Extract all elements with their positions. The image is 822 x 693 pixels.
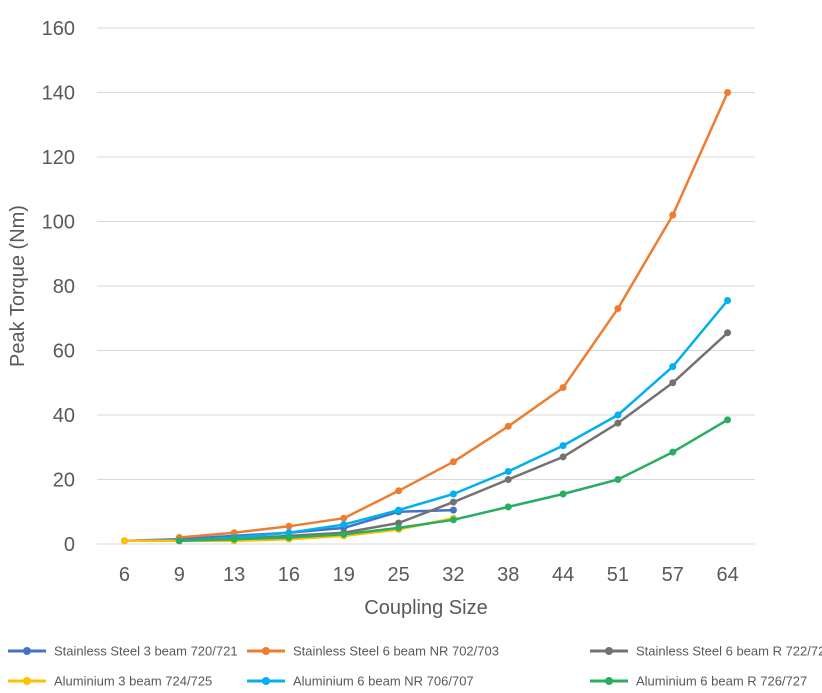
- x-tick-label: 44: [552, 564, 574, 586]
- data-point: [395, 524, 403, 532]
- data-point: [449, 506, 457, 514]
- x-tick-label: 16: [278, 564, 300, 586]
- y-tick-label: 100: [42, 212, 75, 234]
- data-point: [449, 498, 457, 506]
- legend-swatch-marker: [23, 647, 31, 655]
- y-tick-label: 0: [64, 534, 75, 556]
- series-lines: [120, 89, 732, 545]
- y-tick-label: 160: [42, 18, 75, 40]
- legend-swatch-marker: [23, 677, 31, 685]
- x-tick-label: 38: [497, 564, 519, 586]
- legend-item: Stainless Steel 3 beam 720/721: [8, 644, 238, 659]
- legend-item: Stainless Steel 6 beam NR 702/703: [247, 644, 499, 659]
- legend-swatch-marker: [605, 647, 613, 655]
- data-point: [230, 535, 238, 543]
- data-point: [504, 422, 512, 430]
- legend-swatch-marker: [262, 677, 270, 685]
- data-point: [285, 522, 293, 530]
- data-point: [669, 363, 677, 371]
- y-tick-label: 120: [42, 147, 75, 169]
- data-point: [669, 448, 677, 456]
- x-tick-label: 19: [333, 564, 355, 586]
- legend-label: Stainless Steel 6 beam R 722/723: [636, 644, 822, 659]
- data-point: [614, 419, 622, 427]
- legend: Stainless Steel 3 beam 720/721 Stainless …: [8, 644, 822, 689]
- data-point: [559, 442, 567, 450]
- data-point: [724, 297, 732, 305]
- data-point: [504, 476, 512, 483]
- legend-label: Aluminium 6 beam R 726/727: [636, 674, 807, 689]
- data-point: [504, 503, 512, 511]
- x-tick-label: 9: [174, 564, 185, 586]
- data-point: [559, 490, 567, 498]
- data-point: [724, 416, 732, 424]
- data-point: [504, 467, 512, 475]
- data-point: [614, 305, 622, 313]
- x-axis-title: Coupling Size: [364, 597, 487, 619]
- x-tick-label: 25: [387, 564, 409, 586]
- data-point: [449, 490, 457, 498]
- data-point: [175, 537, 183, 545]
- data-point: [449, 516, 457, 524]
- legend-label: Aluminium 3 beam 724/725: [54, 674, 212, 689]
- x-tick-label: 64: [716, 564, 738, 586]
- series-6: [175, 416, 732, 545]
- data-point: [669, 211, 677, 219]
- data-point: [614, 411, 622, 419]
- y-tick-label: 20: [53, 470, 75, 492]
- legend-item: Aluminium 3 beam 724/725: [8, 674, 212, 689]
- data-point: [559, 453, 567, 461]
- data-point: [724, 329, 732, 337]
- legend-item: Aluminium 6 beam R 726/727: [590, 674, 807, 689]
- data-point: [285, 529, 293, 537]
- y-tick-label: 140: [42, 83, 75, 105]
- legend-swatch-marker: [605, 677, 613, 685]
- data-point: [340, 514, 348, 522]
- legend-item: Aluminium 6 beam NR 706/707: [247, 674, 474, 689]
- x-tick-label: 32: [442, 564, 464, 586]
- data-point: [285, 534, 293, 542]
- x-axis-ticks: 6 9 13 16 19 25 32 38 44 51 57 64: [119, 564, 739, 586]
- gridlines: [97, 27, 755, 545]
- x-tick-label: 13: [223, 564, 245, 586]
- x-tick-label: 6: [119, 564, 130, 586]
- data-point: [395, 506, 403, 514]
- data-point: [724, 89, 732, 96]
- data-point: [669, 379, 677, 387]
- y-axis-title: Peak Torque (Nm): [7, 205, 29, 367]
- data-point: [340, 530, 348, 538]
- data-point: [614, 476, 622, 483]
- legend-item: Stainless Steel 6 beam R 722/723: [590, 644, 822, 659]
- data-point: [395, 519, 403, 527]
- series-line: [179, 91, 729, 539]
- legend-label: Aluminium 6 beam NR 706/707: [293, 674, 474, 689]
- x-tick-label: 57: [662, 564, 684, 586]
- data-point: [449, 458, 457, 466]
- data-point: [395, 487, 403, 495]
- y-tick-label: 40: [53, 405, 75, 427]
- data-point: [120, 537, 128, 545]
- data-point: [559, 384, 567, 392]
- legend-label: Stainless Steel 6 beam NR 702/703: [293, 644, 499, 659]
- y-axis-ticks: 0 20 40 60 80 100 120 140 160: [42, 18, 75, 556]
- y-tick-label: 60: [53, 341, 75, 363]
- legend-label: Stainless Steel 3 beam 720/721: [54, 644, 238, 659]
- legend-swatch-marker: [262, 647, 270, 655]
- x-tick-label: 51: [607, 564, 629, 586]
- data-point: [340, 521, 348, 529]
- y-tick-label: 80: [53, 276, 75, 298]
- data-point: [230, 529, 238, 537]
